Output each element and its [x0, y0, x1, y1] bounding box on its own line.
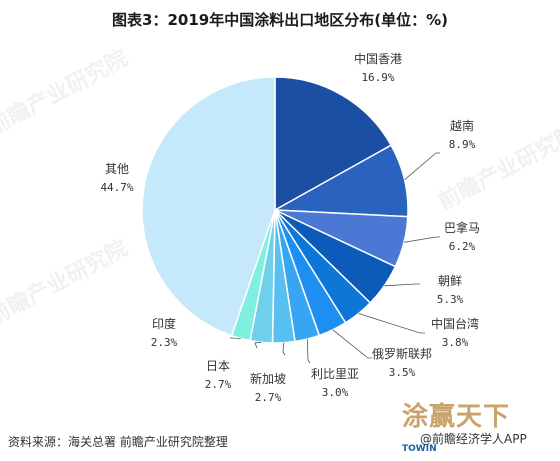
slice-label-10: 其他	[105, 162, 129, 176]
leader-line-7	[282, 342, 286, 356]
brand-towin: TOWIN	[402, 444, 437, 454]
slice-label-5: 俄罗斯联邦	[372, 347, 432, 361]
slice-value-3: 5.3%	[437, 293, 464, 306]
slice-value-9: 2.3%	[151, 336, 178, 349]
slice-label-1: 越南	[450, 118, 474, 133]
leader-line-5	[332, 329, 372, 359]
slice-label-7: 新加坡	[250, 371, 286, 386]
brand-account: @前瞻经济学人APP	[420, 432, 527, 446]
leader-line-3	[384, 283, 420, 287]
slice-label-6: 利比里亚	[311, 367, 359, 381]
slice-label-8: 日本	[206, 359, 230, 373]
slice-value-0: 16.9%	[361, 71, 394, 84]
leader-line-8	[254, 341, 262, 349]
slice-label-0: 中国香港	[354, 51, 402, 66]
slice-value-10: 44.7%	[100, 181, 133, 194]
leader-line-2	[403, 236, 440, 243]
leader-line-1	[404, 152, 440, 181]
slice-value-7: 2.7%	[255, 391, 282, 404]
slice-value-1: 8.9%	[449, 138, 476, 151]
brand-logo: 涂赢天下 @前瞻经济学人APP TOWIN	[402, 396, 552, 456]
slice-value-6: 3.0%	[322, 386, 349, 399]
source-note: 资料来源：海关总署 前瞻产业研究院整理	[8, 435, 228, 449]
leader-line-9	[229, 337, 241, 339]
slice-value-8: 2.7%	[205, 378, 232, 391]
slice-value-5: 3.5%	[389, 366, 416, 379]
pie-slice-0	[274, 76, 393, 212]
slice-value-2: 6.2%	[449, 240, 476, 253]
leader-line-6	[306, 338, 311, 364]
brand-mark: 涂赢天下	[402, 402, 511, 432]
slice-label-9: 印度	[152, 316, 176, 331]
pie-slice-10	[141, 76, 276, 337]
slice-label-3: 朝鲜	[438, 274, 462, 288]
slice-label-4: 中国台湾	[431, 316, 479, 331]
slice-label-2: 巴拿马	[444, 220, 480, 235]
chart-title: 图表3：2019年中国涂料出口地区分布(单位：%)	[112, 11, 448, 29]
leader-line-4	[358, 313, 425, 334]
slice-value-4: 3.8%	[442, 336, 469, 349]
